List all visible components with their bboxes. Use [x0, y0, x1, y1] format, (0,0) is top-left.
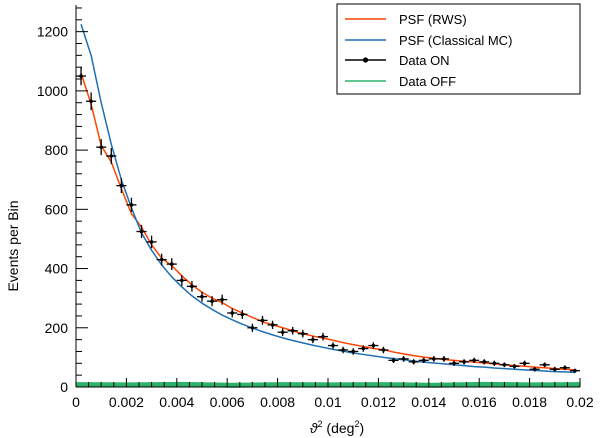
data-point	[338, 346, 349, 354]
data-point	[459, 359, 470, 365]
series-band	[75, 381, 581, 388]
legend-label-psf-rws: PSF (RWS)	[399, 12, 467, 27]
data-point	[328, 342, 339, 349]
data-point	[348, 348, 359, 355]
x-axis-label-symbol: ϑ	[310, 420, 319, 436]
data-point	[156, 253, 167, 266]
x-tick-label: 0	[72, 394, 80, 410]
x-axis-label-unit-close: )	[359, 420, 364, 436]
x-tick-label: 0.016	[462, 394, 497, 410]
x-axis-label-symbol-sup: 2	[318, 419, 323, 429]
y-axis-label: Events per Bin	[5, 200, 21, 291]
y-tick-label: 1200	[37, 24, 68, 40]
data-point	[529, 366, 540, 372]
data-point	[559, 365, 570, 371]
y-tick-label: 600	[45, 201, 69, 217]
data-point	[428, 355, 439, 362]
legend-swatch-data-on-marker	[362, 57, 369, 63]
data-point	[186, 280, 197, 292]
data-point	[86, 92, 97, 111]
data-point	[479, 359, 490, 365]
data-point	[196, 291, 208, 302]
x-tick-label: 0.014	[411, 394, 446, 410]
data-point	[569, 368, 580, 373]
data-point	[408, 359, 419, 365]
data-point	[378, 346, 389, 354]
data-point	[166, 258, 177, 271]
data-point	[307, 336, 318, 344]
data-point	[388, 357, 399, 364]
data-point	[247, 323, 258, 332]
axis-ticks: 0 0.002 0.004 0.006 0.008 0.01 0.012 0.014 0.016…	[37, 7, 594, 410]
data-point	[469, 357, 480, 364]
data-point	[277, 328, 288, 337]
data-point	[76, 66, 87, 86]
data-point	[549, 366, 560, 372]
data-point	[398, 355, 409, 362]
x-tick-label: 0.002	[109, 394, 144, 410]
y-tick-label: 200	[45, 320, 69, 336]
data-point	[509, 363, 520, 369]
y-tick-label: 0	[60, 379, 68, 395]
data-point	[96, 139, 107, 156]
legend-label-psf-classical: PSF (Classical MC)	[399, 33, 512, 48]
x-tick-label: 0.018	[512, 394, 547, 410]
data-point	[519, 360, 530, 366]
data-point	[368, 342, 379, 349]
y-tick-label: 400	[45, 261, 69, 277]
data-point	[489, 360, 500, 366]
x-axis-label-unit-sup: 2	[354, 419, 359, 429]
x-tick-label: 0.012	[361, 394, 396, 410]
legend: PSF (RWS) PSF (Classical MC) Data ON Dat…	[336, 3, 581, 95]
y-tick-label: 1000	[37, 83, 68, 99]
data-point	[499, 362, 510, 368]
data-point	[358, 345, 369, 352]
data-point	[448, 360, 460, 366]
legend-label-data-on: Data ON	[399, 53, 450, 68]
data-point	[217, 294, 228, 305]
data-point	[237, 310, 248, 319]
data-point	[116, 178, 127, 194]
x-axis-label: ϑ2 (deg2)	[310, 419, 364, 436]
series-line	[80, 24, 576, 374]
x-tick-label: 0.01	[314, 394, 341, 410]
data-point	[146, 235, 157, 249]
x-tick-label: 0.008	[260, 394, 295, 410]
data-point	[136, 225, 147, 239]
data-points	[76, 66, 580, 373]
data-point	[227, 308, 238, 318]
x-tick-label: 0.006	[210, 394, 245, 410]
legend-label-data-off: Data OFF	[399, 74, 456, 89]
data-point	[207, 296, 218, 307]
x-tick-label: 0.004	[159, 394, 194, 410]
x-axis-label-unit: (deg	[323, 420, 355, 436]
x-tick-label: 0.02	[566, 394, 593, 410]
data-point	[539, 362, 550, 368]
y-tick-label: 800	[45, 142, 69, 158]
data-point	[438, 355, 449, 362]
data-point	[418, 357, 429, 364]
data-point	[176, 275, 187, 286]
data-point	[317, 332, 328, 341]
data-point	[297, 329, 308, 338]
data-point	[106, 148, 117, 165]
data-point	[287, 326, 298, 335]
data-point	[267, 320, 278, 329]
data-point	[126, 197, 137, 212]
data-point	[257, 315, 268, 325]
